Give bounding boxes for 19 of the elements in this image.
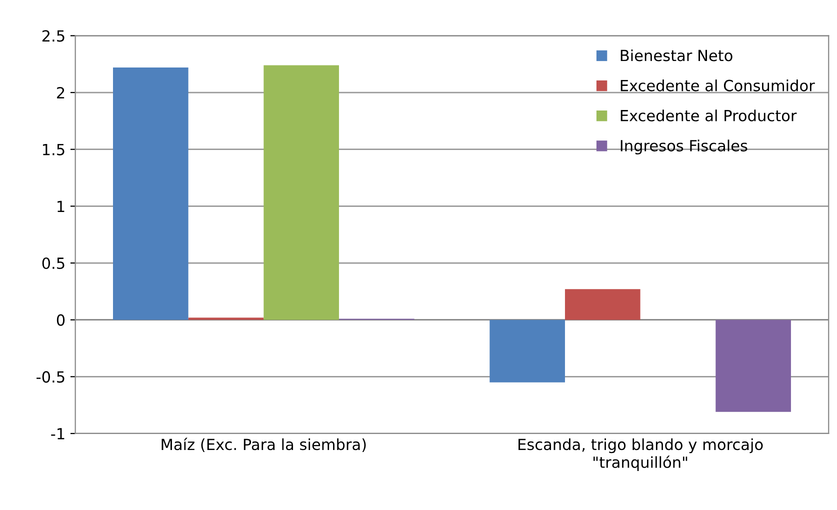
y-tick-label: -0.5	[36, 371, 64, 383]
y-tick-label: 0	[56, 314, 65, 326]
y-tick-label: 2.5	[42, 30, 64, 42]
bar	[112, 68, 188, 320]
y-tick-label: 2	[57, 86, 64, 98]
y-tick-label: 1.5	[42, 144, 64, 156]
x-tick-label: Maíz (Exc. Para la siembra)	[162, 438, 366, 452]
x-tick-label: Escanda, trigo blando y morcajo "tranquillón"	[518, 438, 763, 471]
legend-label: Excedente al Productor	[620, 110, 797, 122]
bar	[264, 65, 339, 320]
bar	[490, 320, 565, 382]
legend-label: Excedente al Consumidor	[620, 80, 815, 92]
legend-label: Bienestar Neto	[620, 49, 732, 62]
y-tick-label: 1	[58, 200, 64, 212]
bar	[564, 289, 640, 320]
y-tick-label: 0.5	[42, 257, 64, 270]
legend-label: Ingresos Fiscales	[620, 140, 748, 154]
bar	[716, 320, 791, 412]
y-tick-label: -1	[51, 428, 64, 440]
